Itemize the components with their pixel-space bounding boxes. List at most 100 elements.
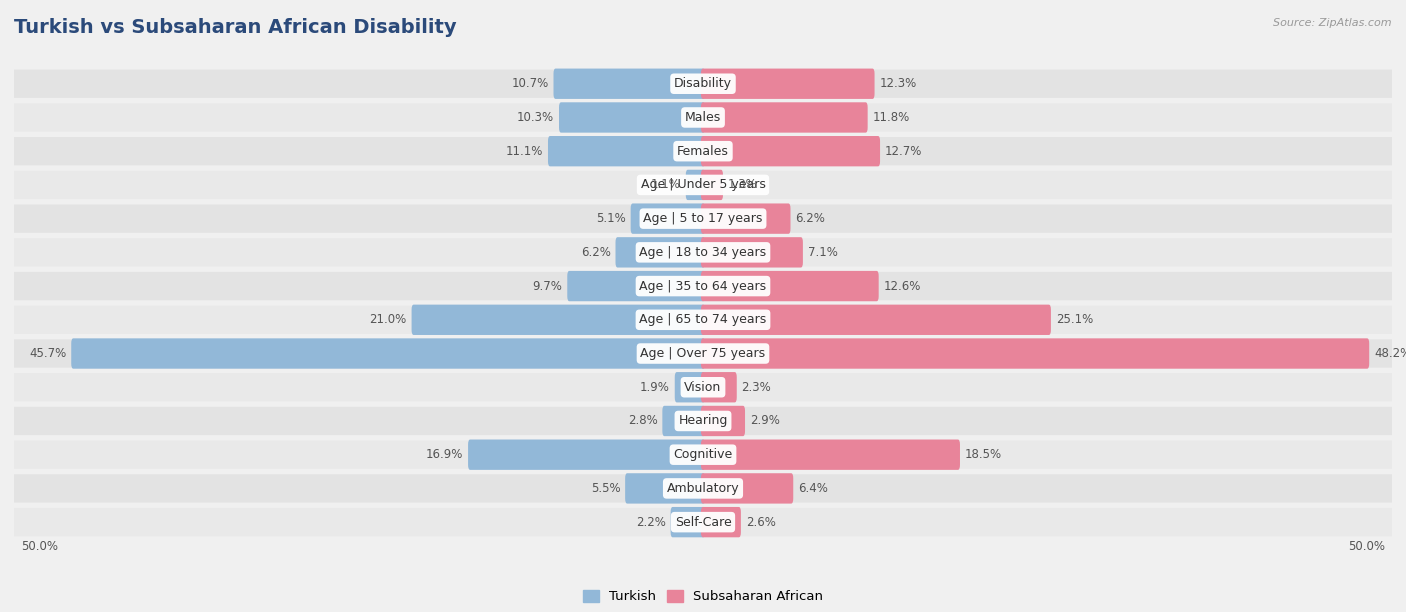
Text: 2.2%: 2.2% — [636, 516, 666, 529]
Bar — [703, 310, 1049, 330]
Text: 1.3%: 1.3% — [728, 179, 758, 192]
Bar — [703, 209, 789, 229]
Text: Age | 18 to 34 years: Age | 18 to 34 years — [640, 246, 766, 259]
Text: 12.7%: 12.7% — [884, 144, 922, 158]
FancyBboxPatch shape — [675, 372, 704, 403]
Text: Age | 35 to 64 years: Age | 35 to 64 years — [640, 280, 766, 293]
FancyBboxPatch shape — [702, 136, 880, 166]
Bar — [703, 479, 792, 499]
Bar — [703, 444, 957, 465]
FancyBboxPatch shape — [14, 474, 1392, 502]
Text: Ambulatory: Ambulatory — [666, 482, 740, 495]
Text: Age | 5 to 17 years: Age | 5 to 17 years — [644, 212, 762, 225]
FancyBboxPatch shape — [702, 473, 793, 504]
Text: 2.9%: 2.9% — [749, 414, 780, 427]
FancyBboxPatch shape — [631, 203, 704, 234]
Bar — [703, 107, 866, 127]
Bar — [555, 73, 703, 94]
FancyBboxPatch shape — [14, 340, 1392, 368]
Text: 1.9%: 1.9% — [640, 381, 669, 394]
Bar — [569, 276, 703, 296]
Text: Vision: Vision — [685, 381, 721, 394]
Text: Males: Males — [685, 111, 721, 124]
FancyBboxPatch shape — [662, 406, 704, 436]
Text: Turkish vs Subsaharan African Disability: Turkish vs Subsaharan African Disability — [14, 18, 457, 37]
Bar — [703, 175, 721, 195]
Text: 21.0%: 21.0% — [370, 313, 406, 326]
Text: 9.7%: 9.7% — [533, 280, 562, 293]
Bar — [676, 377, 703, 397]
FancyBboxPatch shape — [468, 439, 704, 470]
Text: Source: ZipAtlas.com: Source: ZipAtlas.com — [1274, 18, 1392, 28]
FancyBboxPatch shape — [14, 204, 1392, 233]
FancyBboxPatch shape — [626, 473, 704, 504]
FancyBboxPatch shape — [702, 170, 723, 200]
FancyBboxPatch shape — [14, 137, 1392, 165]
Text: Disability: Disability — [673, 77, 733, 90]
Text: 12.3%: 12.3% — [879, 77, 917, 90]
Bar — [627, 479, 703, 499]
FancyBboxPatch shape — [702, 203, 790, 234]
Text: 16.9%: 16.9% — [426, 448, 463, 461]
Text: 2.8%: 2.8% — [628, 414, 658, 427]
FancyBboxPatch shape — [14, 272, 1392, 300]
FancyBboxPatch shape — [671, 507, 704, 537]
FancyBboxPatch shape — [702, 271, 879, 301]
Bar — [703, 242, 801, 263]
FancyBboxPatch shape — [702, 102, 868, 133]
Bar — [665, 411, 703, 431]
Text: 12.6%: 12.6% — [883, 280, 921, 293]
Text: 45.7%: 45.7% — [30, 347, 66, 360]
Text: 6.2%: 6.2% — [796, 212, 825, 225]
Text: Females: Females — [678, 144, 728, 158]
Text: 11.1%: 11.1% — [506, 144, 543, 158]
Text: Age | Under 5 years: Age | Under 5 years — [641, 179, 765, 192]
Legend: Turkish, Subsaharan African: Turkish, Subsaharan African — [578, 584, 828, 609]
Bar — [703, 141, 877, 162]
Bar — [413, 310, 703, 330]
Text: 1.1%: 1.1% — [651, 179, 681, 192]
Text: 11.8%: 11.8% — [873, 111, 910, 124]
FancyBboxPatch shape — [702, 305, 1050, 335]
FancyBboxPatch shape — [702, 237, 803, 267]
Text: 10.7%: 10.7% — [512, 77, 548, 90]
FancyBboxPatch shape — [560, 102, 704, 133]
Text: 48.2%: 48.2% — [1374, 347, 1406, 360]
Bar — [703, 377, 735, 397]
Bar — [703, 411, 742, 431]
FancyBboxPatch shape — [702, 69, 875, 99]
Bar — [703, 73, 873, 94]
FancyBboxPatch shape — [702, 406, 745, 436]
Text: 18.5%: 18.5% — [965, 448, 1002, 461]
Text: 10.3%: 10.3% — [517, 111, 554, 124]
FancyBboxPatch shape — [14, 70, 1392, 98]
Text: 5.1%: 5.1% — [596, 212, 626, 225]
Bar — [703, 512, 738, 532]
FancyBboxPatch shape — [616, 237, 704, 267]
FancyBboxPatch shape — [14, 407, 1392, 435]
Text: Age | 65 to 74 years: Age | 65 to 74 years — [640, 313, 766, 326]
Text: 5.5%: 5.5% — [591, 482, 620, 495]
Text: Self-Care: Self-Care — [675, 516, 731, 529]
FancyBboxPatch shape — [554, 69, 704, 99]
Bar — [73, 343, 703, 364]
Bar — [633, 209, 703, 229]
FancyBboxPatch shape — [702, 439, 960, 470]
Bar — [703, 343, 1367, 364]
Text: Hearing: Hearing — [678, 414, 728, 427]
FancyBboxPatch shape — [14, 171, 1392, 199]
Bar — [550, 141, 703, 162]
Text: 2.6%: 2.6% — [745, 516, 776, 529]
Text: Cognitive: Cognitive — [673, 448, 733, 461]
FancyBboxPatch shape — [702, 372, 737, 403]
FancyBboxPatch shape — [72, 338, 704, 368]
Text: 2.3%: 2.3% — [741, 381, 772, 394]
Text: 50.0%: 50.0% — [21, 540, 58, 553]
FancyBboxPatch shape — [14, 373, 1392, 401]
FancyBboxPatch shape — [14, 238, 1392, 266]
Bar — [617, 242, 703, 263]
FancyBboxPatch shape — [548, 136, 704, 166]
Bar — [703, 276, 876, 296]
FancyBboxPatch shape — [14, 305, 1392, 334]
Bar — [470, 444, 703, 465]
